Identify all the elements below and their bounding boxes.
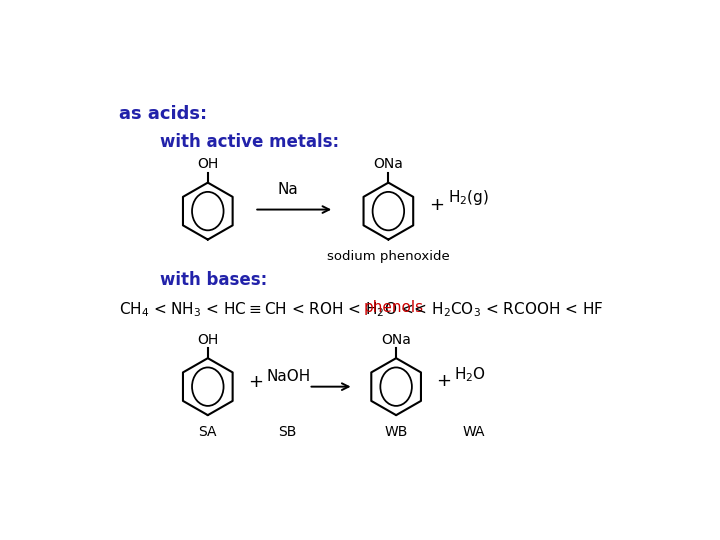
Text: Na: Na [277,182,298,197]
Text: sodium phenoxide: sodium phenoxide [327,249,450,262]
Text: NaOH: NaOH [266,369,311,384]
Text: H$_2$O: H$_2$O [454,366,486,384]
Text: ONa: ONa [374,157,403,171]
Text: +: + [248,373,263,391]
Text: H$_2$(g): H$_2$(g) [448,188,489,207]
Text: WB: WB [384,425,408,439]
Text: with active metals:: with active metals: [160,132,339,151]
Text: ONa: ONa [381,333,411,347]
Text: SB: SB [279,425,297,439]
Text: +: + [429,196,444,214]
Text: phenols: phenols [364,300,423,315]
Text: CH$_4$ < NH$_3$ < HC$\equiv$CH < ROH < H$_2$O <: CH$_4$ < NH$_3$ < HC$\equiv$CH < ROH < H… [120,300,416,319]
Text: +: + [436,372,451,389]
Text: as acids:: as acids: [120,105,207,123]
Text: WA: WA [462,425,485,439]
Text: SA: SA [199,425,217,439]
Text: OH: OH [197,157,218,171]
Text: with bases:: with bases: [160,271,267,289]
Text: OH: OH [197,333,218,347]
Text: < H$_2$CO$_3$ < RCOOH < HF: < H$_2$CO$_3$ < RCOOH < HF [409,300,603,319]
